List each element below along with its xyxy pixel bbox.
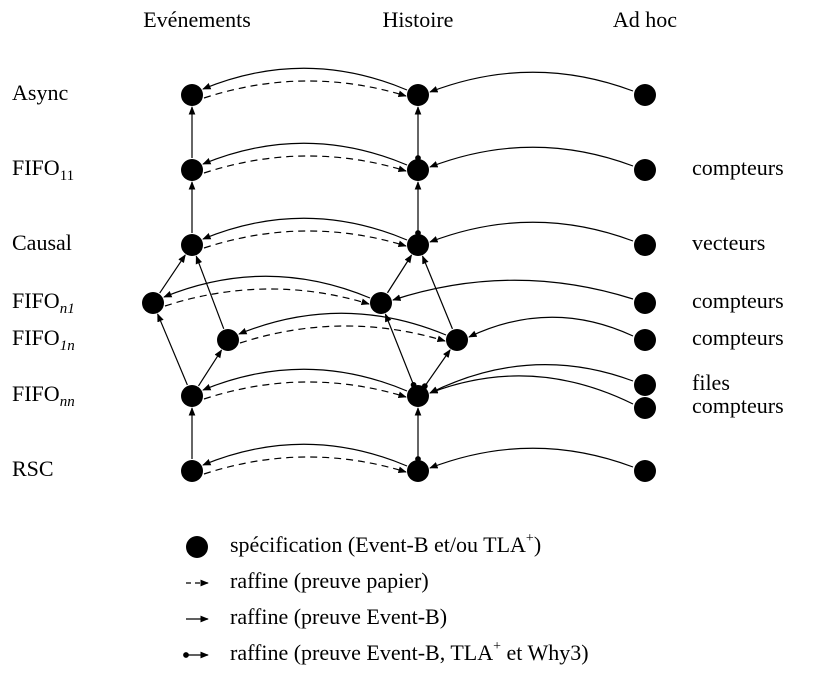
row-label: FIFO11: [12, 155, 74, 184]
row-label: FIFO1n: [12, 325, 75, 354]
edge: [195, 255, 225, 329]
adhoc-label: compteurs: [692, 155, 784, 180]
edge: [202, 443, 408, 467]
row-label-text: FIFO: [12, 381, 60, 406]
edge: [202, 67, 408, 91]
legend-text-main: raffine (preuve Event-B, TLA: [230, 640, 493, 665]
node: [181, 234, 203, 256]
edge: [203, 155, 407, 174]
node: [181, 159, 203, 181]
edge: [421, 349, 451, 390]
node: [446, 329, 468, 351]
node: [407, 84, 429, 106]
edge: [429, 375, 634, 405]
node: [634, 234, 656, 256]
legend-text-rest: et Why3): [501, 640, 589, 665]
node: [407, 460, 429, 482]
legend-text-main: spécification (Event-B et/ou TLA: [230, 532, 526, 557]
node: [634, 397, 656, 419]
edge: [157, 313, 188, 386]
node: [181, 385, 203, 407]
legend-text: raffine (preuve Event-B, TLA+ et Why3): [230, 639, 589, 665]
edge: [202, 368, 408, 392]
edge: [238, 312, 447, 336]
legend-text: raffine (preuve papier): [230, 568, 429, 593]
node: [217, 329, 239, 351]
node: [407, 234, 429, 256]
edge: [164, 288, 370, 307]
legend-text: raffine (preuve Event-B): [230, 604, 447, 629]
labels: AsyncFIFO11CausalFIFOn1FIFO1nFIFOnnRSCco…: [12, 80, 784, 481]
edge: [468, 316, 634, 338]
edge: [392, 279, 634, 301]
column-header: Ad hoc: [613, 7, 677, 32]
edge: [197, 349, 223, 387]
edge: [429, 364, 634, 394]
adhoc-label: compteurs: [692, 393, 784, 418]
row-label-text: Async: [12, 80, 68, 105]
edge: [163, 275, 371, 299]
node: [370, 292, 392, 314]
node: [634, 159, 656, 181]
row-label-sub: 11: [60, 168, 74, 184]
legend-sup: +: [526, 531, 534, 546]
row-label-sub: n1: [60, 301, 75, 317]
row-label-text: FIFO: [12, 288, 60, 313]
legend-text-rest: ): [534, 532, 541, 557]
adhoc-label: compteurs: [692, 288, 784, 313]
adhoc-label: vecteurs: [692, 230, 765, 255]
node: [634, 460, 656, 482]
edges: [157, 67, 634, 475]
row-label-text: RSC: [12, 456, 54, 481]
edge: [429, 71, 634, 93]
node: [634, 292, 656, 314]
row-label-text: FIFO: [12, 155, 60, 180]
legend-node-icon: [186, 536, 208, 558]
edge: [203, 80, 407, 99]
legend-text: spécification (Event-B et/ou TLA+): [230, 531, 541, 557]
node: [634, 329, 656, 351]
edge: [422, 255, 453, 330]
nodes: [142, 84, 656, 482]
row-label: Causal: [12, 230, 72, 255]
node: [634, 84, 656, 106]
edge: [384, 313, 417, 388]
row-label: Async: [12, 80, 68, 105]
legend-sup: +: [493, 639, 501, 654]
adhoc-label: files: [692, 370, 730, 395]
edge: [202, 217, 408, 241]
node: [142, 292, 164, 314]
row-label: FIFOnn: [12, 381, 75, 410]
edge: [429, 146, 634, 168]
adhoc-label: compteurs: [692, 325, 784, 350]
edge: [202, 142, 408, 166]
row-label: FIFOn1: [12, 288, 75, 317]
row-label-text: Causal: [12, 230, 72, 255]
row-label: RSC: [12, 456, 54, 481]
node: [407, 159, 429, 181]
edge: [203, 381, 407, 400]
legend: spécification (Event-B et/ou TLA+)raffin…: [183, 531, 589, 665]
node: [181, 84, 203, 106]
edge: [203, 456, 407, 475]
edge: [386, 254, 413, 294]
row-label-sub: 1n: [60, 338, 75, 354]
row-label-text: FIFO: [12, 325, 60, 350]
column-header: Evénements: [143, 7, 251, 32]
node: [181, 460, 203, 482]
edge: [429, 221, 634, 243]
row-label-sub: nn: [60, 394, 75, 410]
legend-text-main: raffine (preuve papier): [230, 568, 429, 593]
column-header: Histoire: [383, 7, 454, 32]
edge: [429, 447, 634, 469]
legend-text-main: raffine (preuve Event-B): [230, 604, 447, 629]
edge: [159, 254, 186, 294]
node: [634, 374, 656, 396]
edge: [203, 230, 407, 249]
edge: [239, 325, 446, 344]
node: [407, 385, 429, 407]
